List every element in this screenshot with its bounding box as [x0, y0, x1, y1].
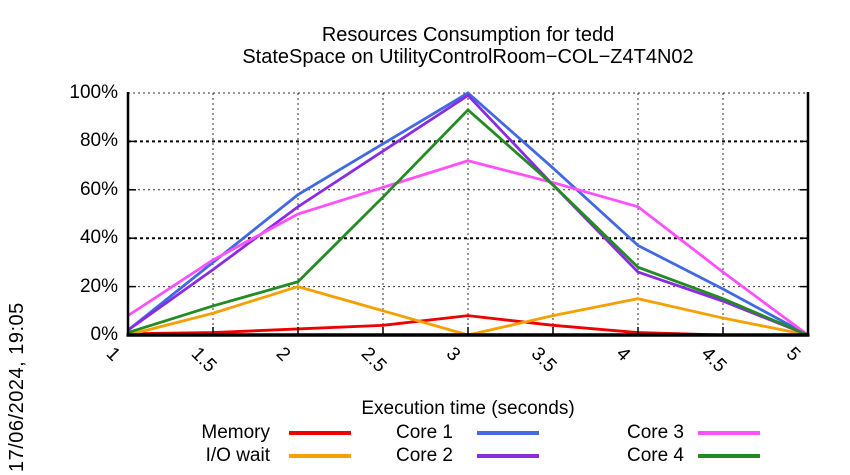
legend-swatch-i-o-wait: [289, 454, 351, 458]
y-tick-label-80: 80%: [79, 130, 118, 152]
legend-swatch-core-2: [477, 454, 539, 458]
y-tick-label-60: 60%: [79, 178, 118, 200]
chart-title-line-2: StateSpace on UtilityControlRoom−COL−Z4T…: [242, 46, 694, 68]
legend-swatch-core-3: [698, 431, 760, 435]
legend-label-core-4: Core 4: [626, 445, 684, 466]
y-tick-label-100: 100%: [69, 82, 118, 103]
y-tick-label-0: 0%: [90, 324, 118, 345]
legend-label-core-3: Core 3: [626, 422, 684, 443]
series-line-core-1: [127, 91, 809, 337]
series-line-core-4: [127, 108, 809, 337]
legend-label-memory: Memory: [201, 422, 270, 443]
y-tick-label-40: 40%: [79, 227, 118, 249]
legend-swatch-core-1: [477, 431, 539, 435]
series-line-core-3: [127, 159, 809, 337]
chart-title-line-1: Resources Consumption for tedd: [321, 24, 615, 46]
legend-swatch-memory: [289, 431, 351, 435]
legend-label-i-o-wait: I/O wait: [205, 445, 270, 466]
x-axis-title: Execution time (seconds): [361, 398, 575, 419]
legend-label-core-2: Core 2: [395, 445, 453, 466]
legend-swatch-core-4: [698, 454, 760, 458]
y-tick-label-20: 20%: [79, 275, 118, 297]
legend-label-core-1: Core 1: [395, 422, 453, 443]
series-line-core-2: [127, 93, 809, 337]
